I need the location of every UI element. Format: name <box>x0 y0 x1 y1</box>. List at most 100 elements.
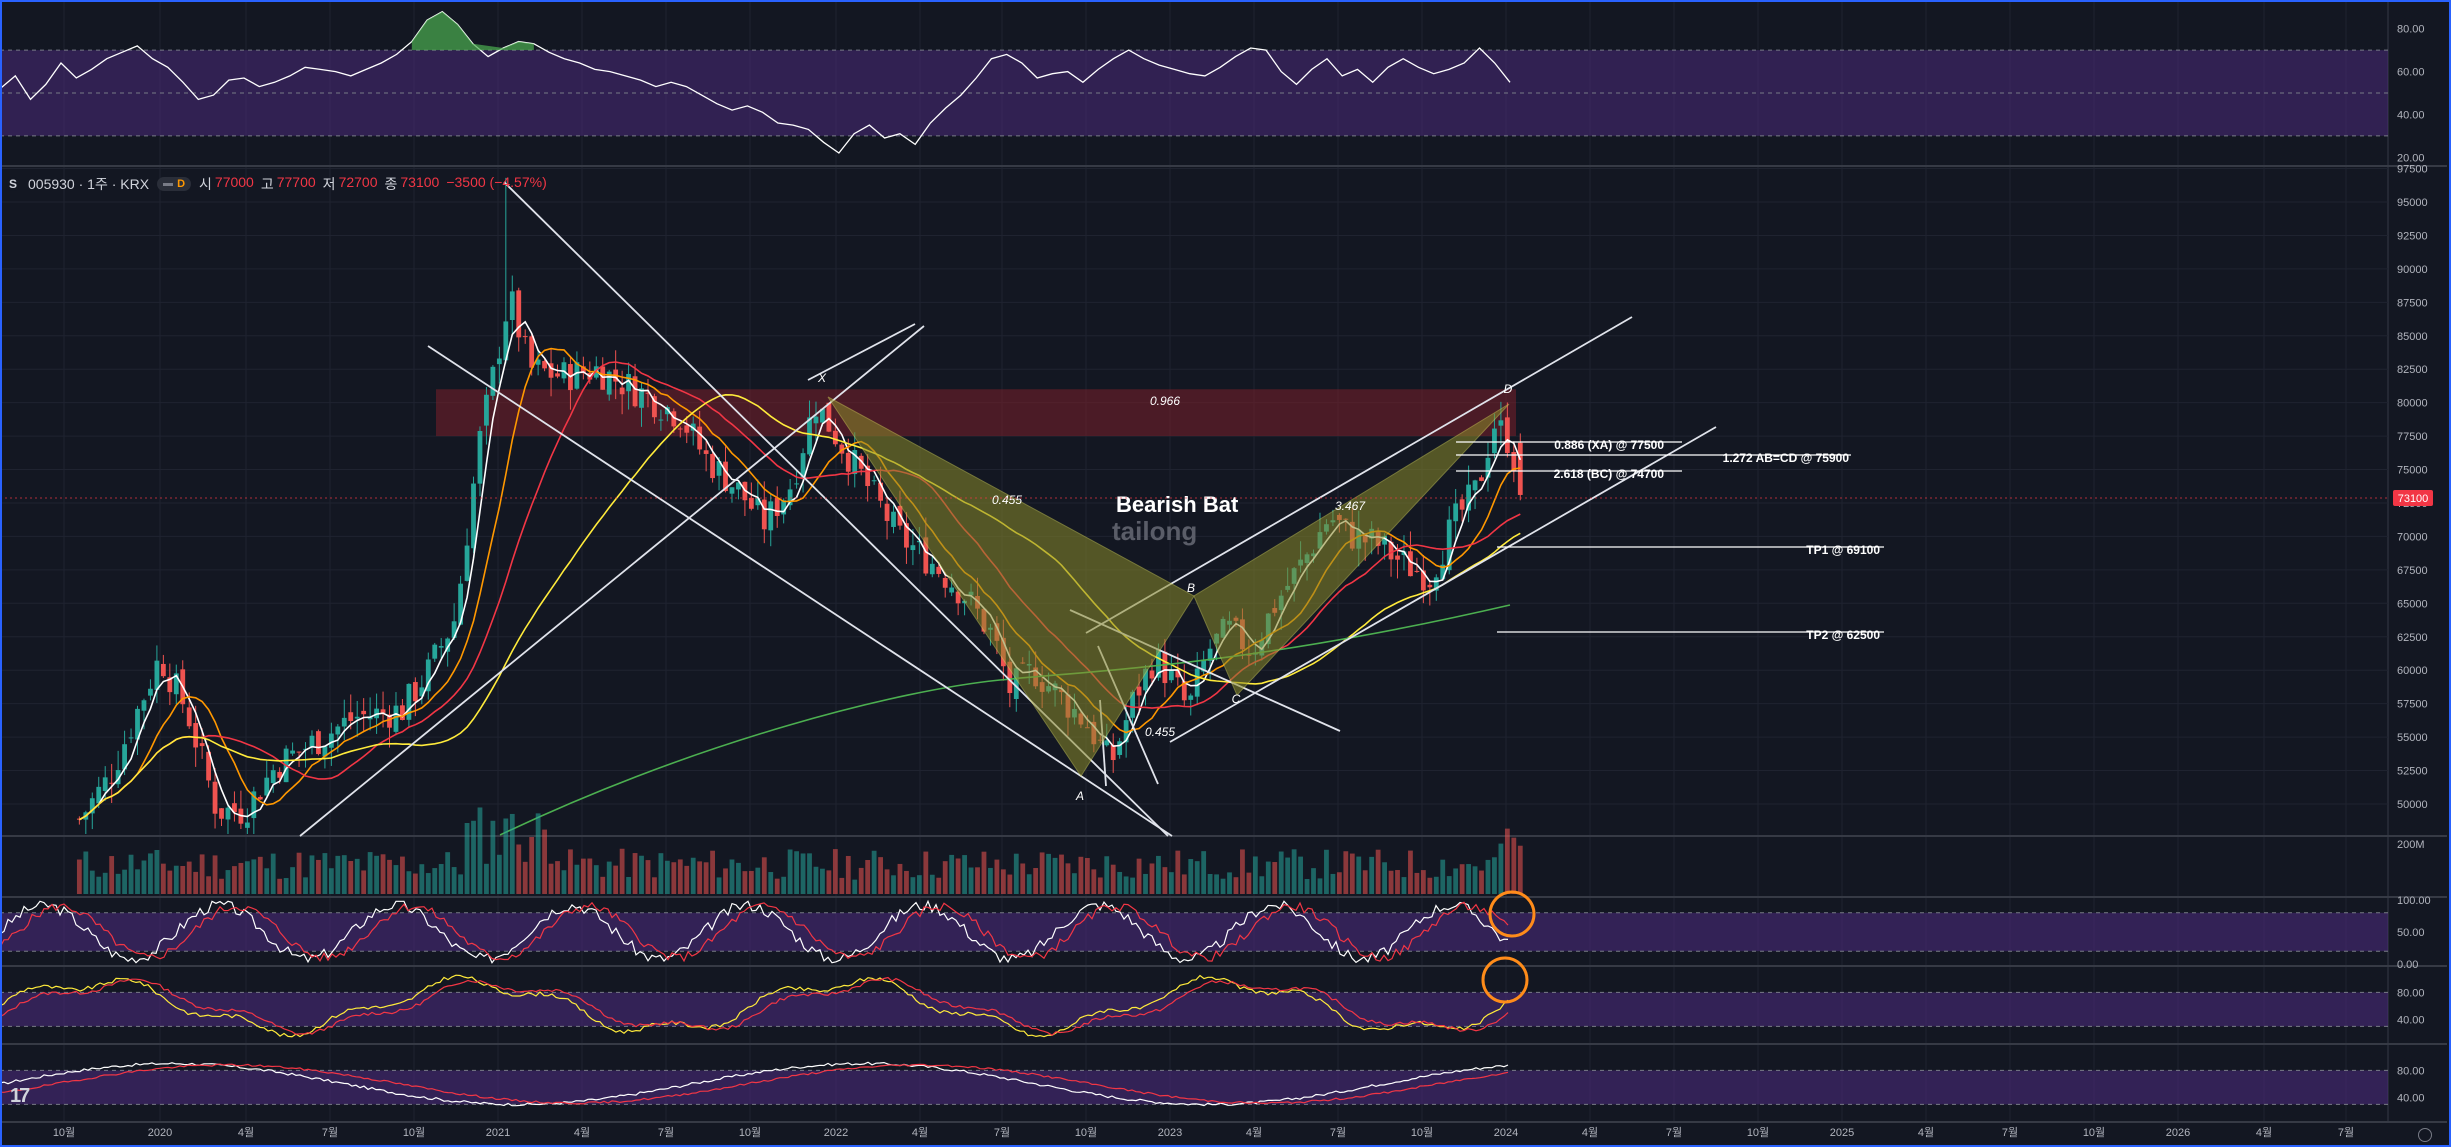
candle <box>1420 570 1426 591</box>
volume-bar <box>76 859 82 894</box>
volume-bar <box>83 851 89 894</box>
volume-bar <box>180 865 186 894</box>
x-tick-label: 10월 <box>2083 1126 2105 1139</box>
volume-bar <box>968 867 974 894</box>
candle <box>341 717 347 727</box>
volume-bar <box>542 829 547 894</box>
candle <box>328 733 334 748</box>
volume-bar <box>755 867 761 894</box>
ratio-label: 0.966 <box>1150 394 1180 408</box>
candle <box>206 751 211 781</box>
candle <box>1408 551 1413 577</box>
candle <box>296 751 302 753</box>
volume-bar <box>1317 878 1323 894</box>
volume-bar <box>1440 859 1446 894</box>
volume-bar <box>839 877 845 894</box>
interval-pill[interactable]: D <box>157 177 192 191</box>
volume-bar <box>1240 849 1245 894</box>
volume-bar <box>878 857 883 894</box>
volume-bar <box>1298 856 1303 894</box>
pattern-point-label: C <box>1232 692 1241 706</box>
candle <box>942 577 948 588</box>
candle <box>458 583 463 625</box>
volume-bar <box>160 863 166 894</box>
volume-bar <box>496 854 502 894</box>
candle <box>393 705 399 732</box>
volume-bar <box>464 822 470 894</box>
x-tick-label: 4월 <box>1918 1126 1934 1139</box>
price-tick-label: 82500 <box>2397 364 2428 376</box>
x-tick-label: 10월 <box>1075 1126 1097 1139</box>
interval-label: D <box>177 178 186 190</box>
candle <box>807 417 812 455</box>
level-label: 0.886 (XA) @ 77500 <box>1554 438 1664 452</box>
volume-bar <box>1304 879 1310 894</box>
volume-bar <box>367 852 373 894</box>
volume-bar <box>167 870 173 894</box>
low-key: 저 <box>322 176 336 192</box>
rsi-tick-label: 80.00 <box>2397 24 2425 36</box>
volume-bar <box>432 868 438 894</box>
symbol-label[interactable]: 005930 · 1주 · KRX <box>28 176 150 192</box>
change-value: −3500 (−4.57%) <box>446 174 547 190</box>
volume-bar <box>277 878 283 894</box>
volume-bar <box>994 859 1000 894</box>
volume-bar <box>897 863 903 894</box>
volume-bar <box>1013 853 1019 894</box>
volume-bar <box>723 868 728 894</box>
candle <box>904 523 909 548</box>
ratio-label: 0.455 <box>1145 725 1175 739</box>
ma-green-line <box>499 604 1511 836</box>
x-tick-label: 2026 <box>2166 1127 2190 1139</box>
candle <box>548 363 554 378</box>
candle <box>1498 420 1504 426</box>
candle <box>535 359 541 365</box>
candle <box>432 644 438 659</box>
volume-bar <box>1078 856 1084 894</box>
volume-bar <box>1227 872 1232 894</box>
candle <box>710 453 715 479</box>
candle <box>1459 499 1465 510</box>
volume-bar <box>451 867 457 894</box>
tradingview-logo-icon[interactable]: 17 <box>10 1085 30 1107</box>
settings-icon[interactable] <box>2418 1128 2432 1142</box>
volume-bar <box>1130 877 1135 894</box>
candle <box>820 408 825 423</box>
volume-bar <box>148 853 153 894</box>
volume-bar <box>219 878 224 894</box>
highlight-circle <box>1481 956 1529 1004</box>
volume-bar <box>904 870 909 894</box>
candle <box>736 482 741 490</box>
volume-bar <box>1181 874 1187 894</box>
volume-bar <box>206 876 211 894</box>
volume-bar <box>1104 856 1110 894</box>
volume-bar <box>1466 864 1471 894</box>
x-tick-label: 7월 <box>658 1126 674 1139</box>
candle <box>522 336 528 338</box>
volume-bar <box>781 876 787 894</box>
volume-bar <box>1369 856 1375 894</box>
x-tick-label: 10월 <box>403 1126 425 1139</box>
volume-bar <box>1382 862 1387 894</box>
candle <box>1446 519 1452 571</box>
symbol-legend[interactable]: S 005930 · 1주 · KRX D 시 77000 고 77700 저 … <box>6 172 551 196</box>
volume-bar <box>955 858 961 894</box>
volume-bar <box>1214 874 1219 894</box>
candle <box>865 465 871 487</box>
volume-bar <box>412 873 418 894</box>
pattern-xab-triangle <box>827 396 1195 777</box>
volume-bar <box>341 855 347 894</box>
volume-bar <box>826 870 832 894</box>
candle <box>871 480 877 482</box>
volume-bar <box>186 861 192 894</box>
volume-bar <box>1330 873 1336 894</box>
candle <box>600 366 606 390</box>
candle <box>496 358 502 365</box>
candle <box>748 497 754 509</box>
price-tick-label: 95000 <box>2397 197 2428 209</box>
candle <box>1466 484 1471 511</box>
candle <box>671 411 677 427</box>
volume-bar <box>613 865 619 894</box>
volume-bar <box>1265 861 1271 894</box>
